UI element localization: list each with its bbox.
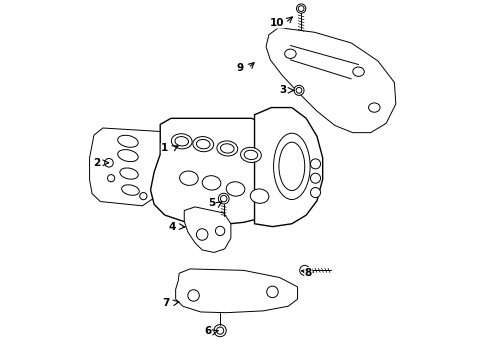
Text: 4: 4 — [168, 222, 175, 231]
Circle shape — [296, 4, 305, 13]
Circle shape — [218, 193, 228, 204]
Ellipse shape — [240, 147, 261, 162]
Circle shape — [140, 193, 147, 200]
Ellipse shape — [171, 134, 192, 149]
Ellipse shape — [122, 185, 139, 195]
Circle shape — [104, 158, 113, 167]
Polygon shape — [89, 128, 171, 206]
Circle shape — [216, 327, 223, 334]
Circle shape — [107, 175, 115, 182]
Circle shape — [310, 173, 320, 183]
Ellipse shape — [202, 176, 221, 190]
Ellipse shape — [220, 144, 234, 153]
Ellipse shape — [278, 142, 304, 190]
Text: 6: 6 — [204, 326, 211, 336]
Circle shape — [310, 159, 320, 169]
Circle shape — [310, 188, 320, 198]
Text: 3: 3 — [279, 85, 286, 95]
Ellipse shape — [118, 135, 138, 147]
Text: 9: 9 — [236, 63, 243, 73]
Circle shape — [187, 290, 199, 301]
Ellipse shape — [175, 136, 188, 146]
Circle shape — [220, 195, 226, 202]
Ellipse shape — [192, 136, 213, 152]
Ellipse shape — [179, 171, 198, 185]
Circle shape — [299, 265, 309, 275]
Text: 5: 5 — [207, 198, 215, 208]
Polygon shape — [184, 207, 230, 252]
Ellipse shape — [352, 67, 364, 76]
Ellipse shape — [196, 139, 210, 149]
Ellipse shape — [368, 103, 379, 112]
Circle shape — [214, 324, 226, 337]
Ellipse shape — [273, 133, 309, 199]
Ellipse shape — [284, 49, 296, 58]
Ellipse shape — [226, 182, 244, 196]
Text: 1: 1 — [161, 143, 168, 153]
Text: 2: 2 — [93, 158, 100, 168]
Text: 10: 10 — [270, 18, 284, 28]
Ellipse shape — [120, 168, 138, 179]
Text: 7: 7 — [163, 298, 170, 308]
Ellipse shape — [118, 150, 138, 162]
Circle shape — [298, 6, 304, 12]
Polygon shape — [175, 269, 297, 313]
Polygon shape — [254, 108, 322, 226]
Circle shape — [293, 85, 304, 95]
Circle shape — [266, 286, 278, 298]
Circle shape — [296, 87, 301, 93]
Ellipse shape — [244, 150, 257, 159]
Text: 8: 8 — [304, 267, 311, 278]
Ellipse shape — [250, 189, 268, 203]
Circle shape — [215, 226, 224, 235]
Polygon shape — [150, 118, 308, 226]
Ellipse shape — [217, 141, 237, 156]
Circle shape — [196, 229, 207, 240]
Polygon shape — [265, 28, 395, 133]
